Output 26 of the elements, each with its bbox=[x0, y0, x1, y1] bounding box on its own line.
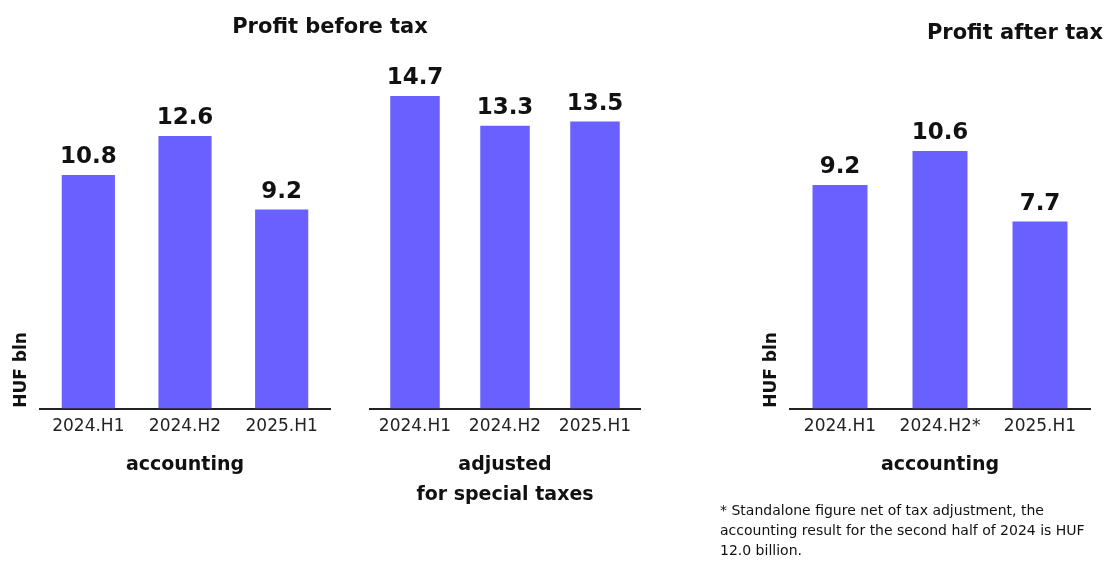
x-tick-label: 2025.H1 bbox=[558, 415, 632, 436]
chart-title: Profit after tax bbox=[925, 20, 1105, 44]
x-tick-label: 2024.H2* bbox=[899, 415, 981, 436]
data-label: 10.6 bbox=[911, 118, 969, 145]
x-axis-title: accounting bbox=[124, 451, 246, 476]
chart-title: Profit before tax bbox=[231, 14, 429, 38]
x-tick-label: 2024.H1 bbox=[803, 415, 877, 436]
data-label: 9.2 bbox=[261, 177, 303, 204]
x-tick-label: 2025.H1 bbox=[1003, 415, 1077, 436]
y-axis-title: HUF bln bbox=[760, 331, 780, 410]
x-tick-label: 2024.H2 bbox=[148, 415, 222, 436]
x-tick-label: 2024.H2 bbox=[468, 415, 542, 436]
data-label: 10.8 bbox=[59, 142, 117, 169]
x-tick-label: 2024.H1 bbox=[52, 415, 125, 436]
data-label: 7.7 bbox=[1019, 188, 1061, 215]
data-label: 9.2 bbox=[819, 152, 861, 179]
text: * Standalone figure net of tax adjustment, the accounting result for the second half of 2024 is HUF 12.0 billion. bbox=[720, 501, 1086, 560]
data-label: 13.3 bbox=[476, 93, 534, 120]
y-axis-title: HUF bln bbox=[10, 331, 30, 410]
x-axis-title: adjusted for special taxes bbox=[415, 451, 595, 506]
data-label: 14.7 bbox=[386, 63, 444, 90]
x-tick-label: 2025.H1 bbox=[245, 415, 318, 436]
x-tick-label: 2024.H1 bbox=[378, 415, 452, 436]
x-axis-title: accounting bbox=[879, 451, 1001, 476]
data-label: 12.6 bbox=[156, 103, 214, 130]
data-label: 13.5 bbox=[566, 88, 624, 115]
